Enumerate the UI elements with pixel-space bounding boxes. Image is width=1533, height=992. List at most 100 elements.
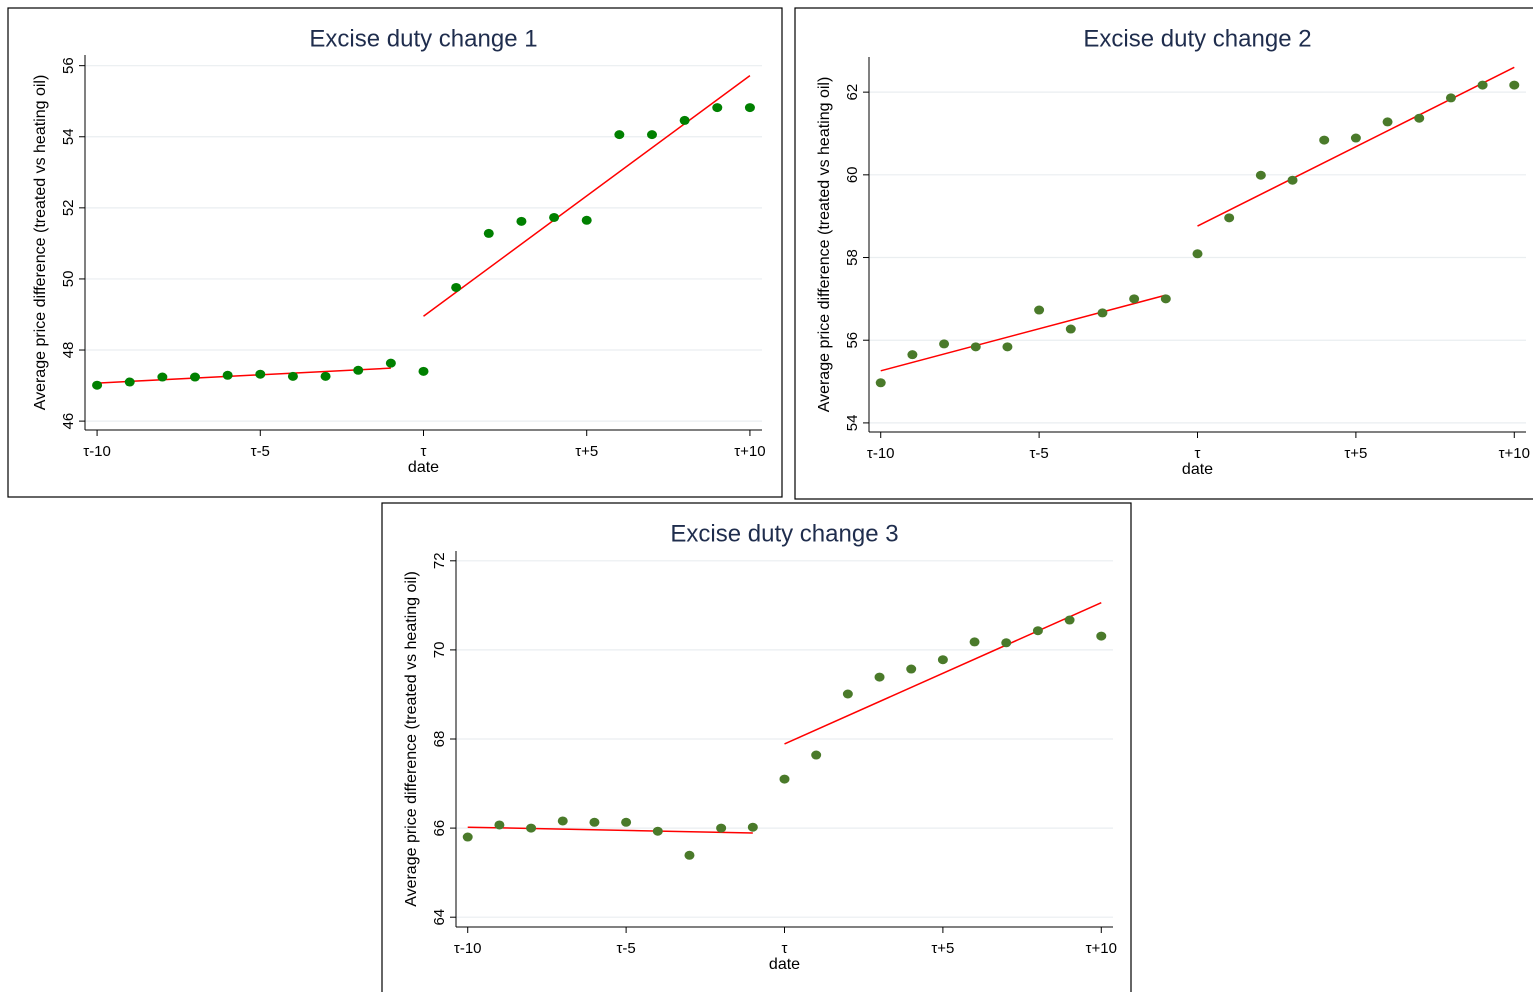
point xyxy=(1509,80,1520,90)
x-tick-label: τ+5 xyxy=(931,940,954,957)
point xyxy=(614,130,625,140)
x-tick-label: τ xyxy=(1195,445,1201,462)
y-tick-label: 58 xyxy=(844,249,861,266)
point xyxy=(712,103,723,113)
y-tick-label: 62 xyxy=(844,84,861,101)
panel-frame xyxy=(7,7,783,498)
chart-panel: Excise duty change 3 64 66 68 70 72 τ-10 τ-5 τ τ+… xyxy=(381,502,1132,992)
chart-title: Excise duty change 3 xyxy=(670,520,898,547)
point xyxy=(589,817,600,827)
point xyxy=(937,655,948,665)
x-tick-label: τ-5 xyxy=(1029,445,1048,462)
y-tick-label: 68 xyxy=(431,731,448,748)
y-tick-label: 54 xyxy=(844,415,861,432)
point xyxy=(462,832,473,842)
point xyxy=(939,339,950,349)
point xyxy=(779,774,790,784)
y-axis-label: Average price difference (treated vs hea… xyxy=(403,571,420,907)
point xyxy=(287,371,298,381)
point xyxy=(320,371,331,381)
point xyxy=(969,637,980,647)
point xyxy=(483,228,494,238)
fit-line xyxy=(97,367,391,384)
point xyxy=(1477,80,1488,90)
point xyxy=(716,823,727,833)
x-tick-label: τ-10 xyxy=(454,940,482,957)
point xyxy=(190,372,201,382)
x-tick-label: τ-5 xyxy=(616,940,635,957)
x-axis-label: date xyxy=(408,459,439,476)
point xyxy=(516,216,527,226)
y-tick-label: 72 xyxy=(431,552,448,569)
x-tick-label: τ+10 xyxy=(1086,940,1117,957)
point xyxy=(811,750,822,760)
y-tick-label: 60 xyxy=(844,166,861,183)
point xyxy=(1034,305,1045,315)
point xyxy=(1192,249,1203,259)
point xyxy=(1382,117,1393,127)
chart-panel: Excise duty change 1 46 48 50 52 54 56 τ-10 τ-5 τ… xyxy=(7,7,783,498)
point xyxy=(970,342,981,352)
chart-title: Excise duty change 1 xyxy=(309,25,537,52)
x-tick-label: τ xyxy=(782,940,788,957)
point xyxy=(1064,615,1075,625)
point xyxy=(1445,93,1456,103)
chart-panel: Excise duty change 2 54 56 58 60 62 τ-10 τ-5 τ τ+… xyxy=(794,7,1533,500)
panel-frame xyxy=(794,7,1533,500)
point xyxy=(621,817,632,827)
point xyxy=(1129,294,1140,304)
x-tick-label: τ-10 xyxy=(83,443,111,460)
point xyxy=(1032,626,1043,636)
point xyxy=(1097,308,1108,318)
point xyxy=(1065,324,1076,334)
y-axis-label: Average price difference (treated vs hea… xyxy=(816,77,833,413)
point xyxy=(418,366,429,376)
x-tick-label: τ+5 xyxy=(1344,445,1367,462)
point xyxy=(1350,133,1361,143)
x-tick-label: τ-10 xyxy=(867,445,895,462)
point xyxy=(842,689,853,699)
point xyxy=(526,823,537,833)
panel-frame xyxy=(381,502,1132,992)
point xyxy=(907,350,918,360)
y-tick-label: 52 xyxy=(60,199,77,216)
point xyxy=(744,103,755,113)
x-tick-label: τ+5 xyxy=(575,443,598,460)
y-tick-label: 46 xyxy=(60,413,77,430)
fit-line xyxy=(880,294,1167,372)
y-tick-label: 56 xyxy=(844,332,861,349)
point xyxy=(1160,294,1171,304)
point xyxy=(549,212,560,222)
x-tick-label: τ xyxy=(421,443,427,460)
point xyxy=(1096,631,1107,641)
point xyxy=(557,816,568,826)
point xyxy=(1255,170,1266,180)
y-tick-label: 64 xyxy=(431,909,448,926)
point xyxy=(1414,113,1425,123)
fit-line xyxy=(467,826,753,834)
x-tick-label: τ+10 xyxy=(734,443,765,460)
point xyxy=(451,282,462,292)
point xyxy=(385,358,396,368)
point xyxy=(646,130,657,140)
point xyxy=(255,369,266,379)
point xyxy=(581,215,592,225)
point xyxy=(875,378,886,388)
x-axis-label: date xyxy=(1182,461,1213,478)
point xyxy=(353,365,364,375)
point xyxy=(684,850,695,860)
y-tick-label: 66 xyxy=(431,820,448,837)
y-tick-label: 56 xyxy=(60,57,77,74)
point xyxy=(1001,638,1012,648)
y-tick-label: 50 xyxy=(60,271,77,288)
x-tick-label: τ+10 xyxy=(1499,445,1530,462)
y-tick-label: 54 xyxy=(60,128,77,145)
fit-line xyxy=(1197,66,1515,227)
point xyxy=(1287,175,1298,185)
y-tick-label: 48 xyxy=(60,342,77,359)
x-tick-label: τ-5 xyxy=(251,443,270,460)
point xyxy=(747,822,758,832)
point xyxy=(1002,342,1013,352)
point xyxy=(652,826,663,836)
point xyxy=(874,672,885,682)
